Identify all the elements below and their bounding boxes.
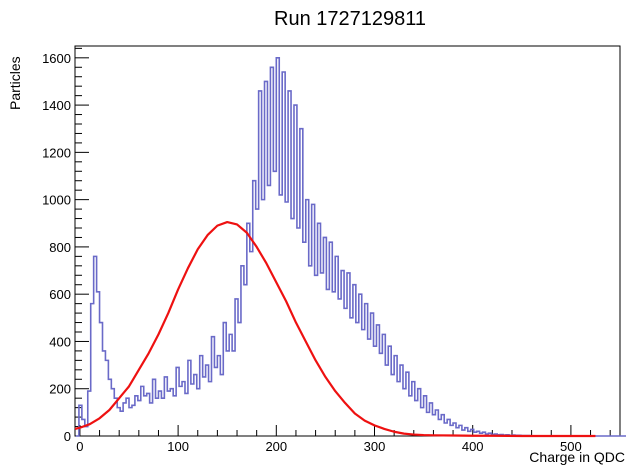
y-tick-label: 600 bbox=[49, 287, 71, 302]
x-axis-title: Charge in QDC bbox=[529, 449, 625, 465]
x-tick-label: 200 bbox=[265, 439, 287, 454]
plot-area: 0 200 400 600 800 1000 1200 1400 1600 0 100 200 300 4… bbox=[42, 45, 626, 454]
y-tick-label: 400 bbox=[49, 334, 71, 349]
x-tick-label: 300 bbox=[364, 439, 386, 454]
y-tick-label: 800 bbox=[49, 240, 71, 255]
y-tick-label: 1400 bbox=[42, 98, 71, 113]
x-tick-label: 100 bbox=[167, 439, 189, 454]
y-axis-title: Particles bbox=[7, 56, 23, 110]
plot-frame bbox=[74, 45, 621, 437]
y-tick-label: 200 bbox=[49, 382, 71, 397]
fit-curve bbox=[74, 220, 596, 438]
chart-title: Run 1727129811 bbox=[274, 8, 426, 30]
x-tick-label: 400 bbox=[462, 439, 484, 454]
y-tick-label: 1600 bbox=[42, 51, 71, 66]
y-tick-label: 1000 bbox=[42, 193, 71, 208]
x-tick-label: 500 bbox=[560, 439, 582, 454]
histogram-line bbox=[75, 57, 626, 437]
x-tick-label: 0 bbox=[76, 439, 83, 454]
y-tick-label: 0 bbox=[64, 429, 71, 444]
y-tick-label: 1200 bbox=[42, 145, 71, 160]
